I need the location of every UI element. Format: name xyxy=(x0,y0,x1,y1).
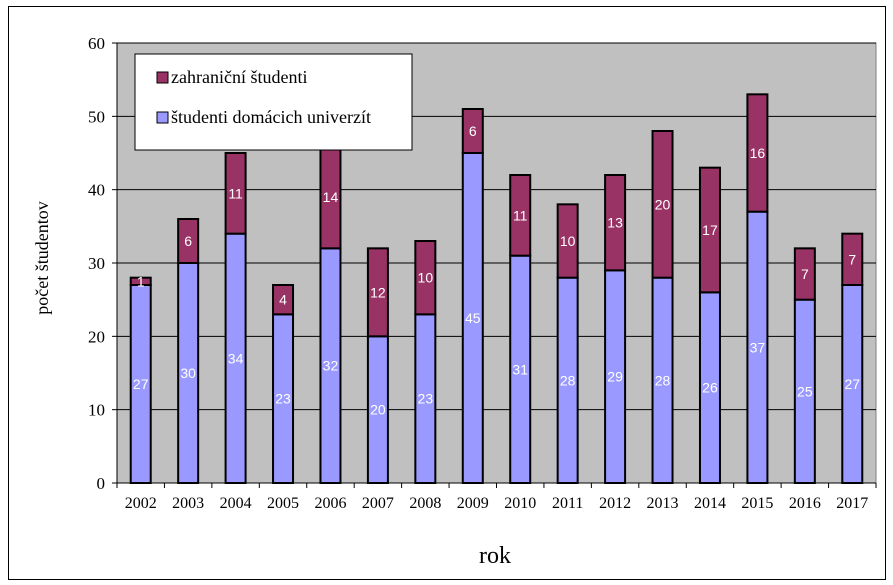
data-label: 28 xyxy=(655,372,671,388)
data-label: 14 xyxy=(323,189,339,205)
bar-segment-foreign xyxy=(651,130,674,279)
bar-segment-foreign xyxy=(366,247,389,338)
data-label: 11 xyxy=(228,185,243,201)
bar-segment-foreign xyxy=(841,232,864,287)
y-tick-label: 50 xyxy=(88,107,105,126)
data-label: 16 xyxy=(750,145,766,161)
data-label: 37 xyxy=(750,339,766,355)
x-tick-label: 2002 xyxy=(125,495,157,512)
data-label: 10 xyxy=(418,270,434,286)
x-tick-label: 2013 xyxy=(647,495,679,512)
x-tick-label: 2007 xyxy=(362,495,394,512)
data-label: 32 xyxy=(323,358,339,374)
x-tick-label: 2011 xyxy=(552,495,583,512)
bar-segment-foreign xyxy=(461,108,484,154)
y-tick-label: 20 xyxy=(88,327,105,346)
bar-segment-foreign xyxy=(129,276,152,286)
bar-segment-foreign xyxy=(414,240,437,316)
data-label: 7 xyxy=(801,266,809,282)
x-tick-label: 2010 xyxy=(504,495,536,512)
bar-segment-foreign xyxy=(177,218,200,264)
legend-swatch xyxy=(156,71,169,84)
bar-segment-foreign xyxy=(556,203,579,279)
data-label: 27 xyxy=(133,376,149,392)
y-tick-label: 30 xyxy=(88,254,105,273)
bar-segment-foreign xyxy=(224,152,247,235)
data-label: 17 xyxy=(702,222,718,238)
legend-swatch xyxy=(156,111,169,124)
data-label: 1 xyxy=(137,273,145,289)
data-label: 6 xyxy=(469,123,477,139)
x-tick-label: 2014 xyxy=(694,495,726,512)
data-label: 31 xyxy=(512,361,528,377)
x-tick-label: 2015 xyxy=(741,495,773,512)
x-tick-label: 2008 xyxy=(409,495,441,512)
x-tick-label: 2016 xyxy=(789,495,821,512)
y-axis-label: počet študentov xyxy=(32,201,52,314)
x-tick-label: 2003 xyxy=(172,495,204,512)
data-label: 4 xyxy=(279,292,287,308)
x-axis-label: rok xyxy=(479,543,511,569)
data-label: 27 xyxy=(844,376,860,392)
legend-box xyxy=(134,53,413,151)
data-label: 23 xyxy=(418,391,434,407)
data-label: 20 xyxy=(370,402,386,418)
bar-segment-foreign xyxy=(746,93,769,213)
data-label: 25 xyxy=(797,383,813,399)
x-tick-label: 2017 xyxy=(836,495,868,512)
data-label: 29 xyxy=(607,369,623,385)
data-label: 20 xyxy=(655,196,671,212)
bar-segment-foreign xyxy=(793,247,816,301)
data-label: 13 xyxy=(607,215,623,231)
data-label: 11 xyxy=(513,207,528,223)
x-tick-label: 2004 xyxy=(220,495,252,512)
legend-label: zahraniční študenti xyxy=(171,67,307,87)
y-tick-label: 10 xyxy=(88,401,105,420)
bar-segment-foreign xyxy=(698,166,721,294)
data-label: 28 xyxy=(560,372,576,388)
bar-segment-foreign xyxy=(272,284,295,316)
y-tick-label: 40 xyxy=(88,181,105,200)
legend-label: študenti domácich univerzít xyxy=(171,107,371,127)
x-tick-label: 2005 xyxy=(267,495,299,512)
data-label: 34 xyxy=(228,350,244,366)
data-label: 10 xyxy=(560,233,576,249)
x-tick-label: 2009 xyxy=(457,495,489,512)
data-label: 26 xyxy=(702,380,718,396)
data-label: 30 xyxy=(180,365,196,381)
data-label: 12 xyxy=(370,284,386,300)
data-label: 23 xyxy=(275,391,291,407)
bar-segment-foreign xyxy=(509,174,532,257)
bar-segment-foreign xyxy=(604,174,627,272)
x-tick-label: 2006 xyxy=(314,495,346,512)
x-tick-label: 2012 xyxy=(599,495,631,512)
y-tick-label: 0 xyxy=(97,474,106,493)
data-label: 7 xyxy=(848,251,856,267)
data-label: 6 xyxy=(184,233,192,249)
y-tick-label: 60 xyxy=(88,34,105,53)
data-label: 45 xyxy=(465,310,481,326)
